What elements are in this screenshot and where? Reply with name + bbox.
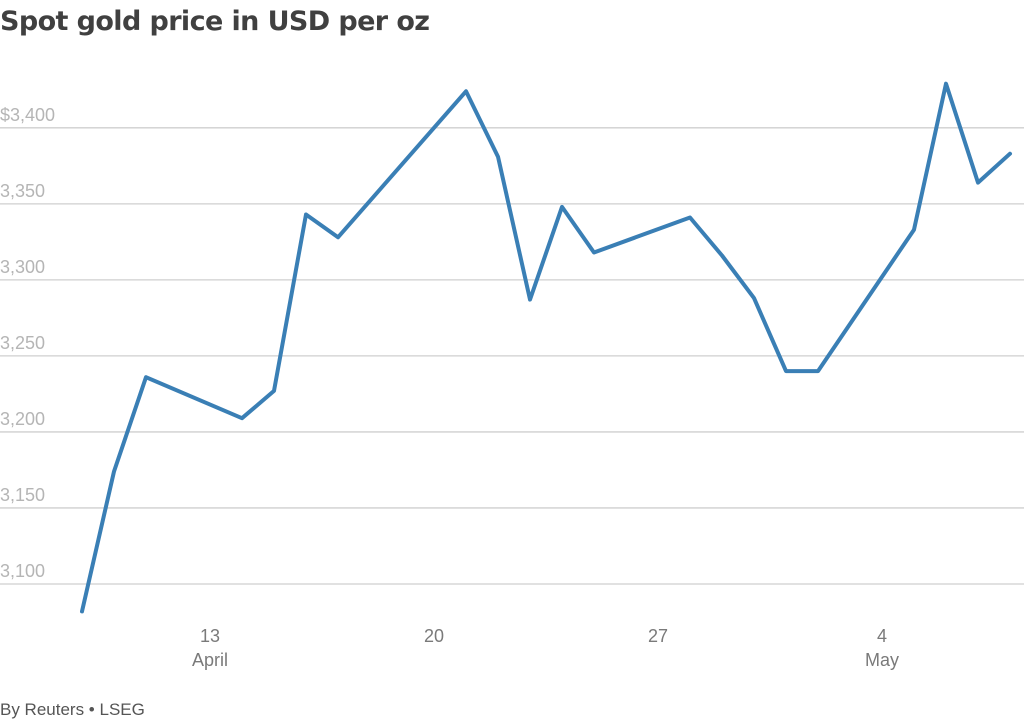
y-tick-label: $3,400 [0, 105, 55, 125]
source-credit: By Reuters • LSEG [0, 700, 145, 719]
x-tick-sublabel: April [192, 650, 228, 670]
x-tick-label: 13 [200, 626, 220, 646]
y-tick-label: 3,200 [0, 409, 45, 429]
x-tick-label: 4 [877, 626, 887, 646]
y-tick-label: 3,300 [0, 257, 45, 277]
x-tick-label: 27 [648, 626, 668, 646]
series-line [80, 81, 1012, 614]
x-tick-label: 20 [424, 626, 444, 646]
y-tick-label: 3,150 [0, 485, 45, 505]
x-axis-ticks: 13 April 20 27 4 May [192, 626, 899, 670]
y-axis-ticks: $3,400 3,350 3,300 3,250 3,200 3,150 3,100 [0, 105, 55, 581]
y-tick-label: 3,100 [0, 561, 45, 581]
series-layer [80, 81, 1012, 614]
y-tick-label: 3,350 [0, 181, 45, 201]
chart-title: Spot gold price in USD per oz [0, 6, 430, 37]
x-tick-sublabel: May [865, 650, 899, 670]
gridlines [0, 127, 1024, 585]
y-tick-label: 3,250 [0, 333, 45, 353]
